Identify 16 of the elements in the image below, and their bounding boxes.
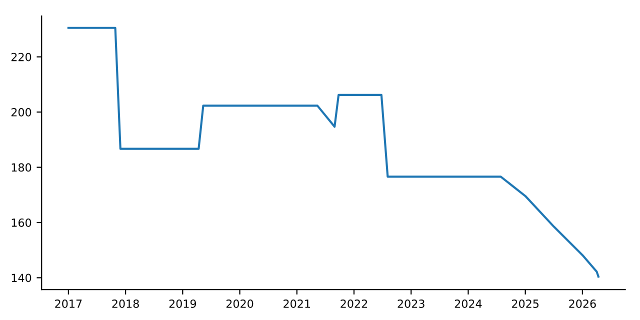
x-tick-label: 2021 <box>284 300 310 308</box>
x-tick-label: 2023 <box>398 300 424 308</box>
y-tick-label: 160 <box>12 218 32 227</box>
x-tick-label: 2025 <box>512 300 539 308</box>
y-tick-label: 180 <box>12 163 32 172</box>
x-tick-label: 2019 <box>169 300 196 308</box>
y-tick-label: 200 <box>11 108 32 116</box>
y-tick-label: 140 <box>12 274 32 282</box>
x-tick-label: 2020 <box>226 300 254 308</box>
line-series <box>67 26 600 278</box>
x-tick-label: 2018 <box>112 300 139 308</box>
x-tick-label: 2024 <box>454 300 482 308</box>
x-tick-label: 2017 <box>55 300 82 308</box>
y-tick-label: 220 <box>11 52 32 62</box>
x-tick-label: 2022 <box>340 300 368 308</box>
x-tick-label: 2026 <box>569 300 596 308</box>
